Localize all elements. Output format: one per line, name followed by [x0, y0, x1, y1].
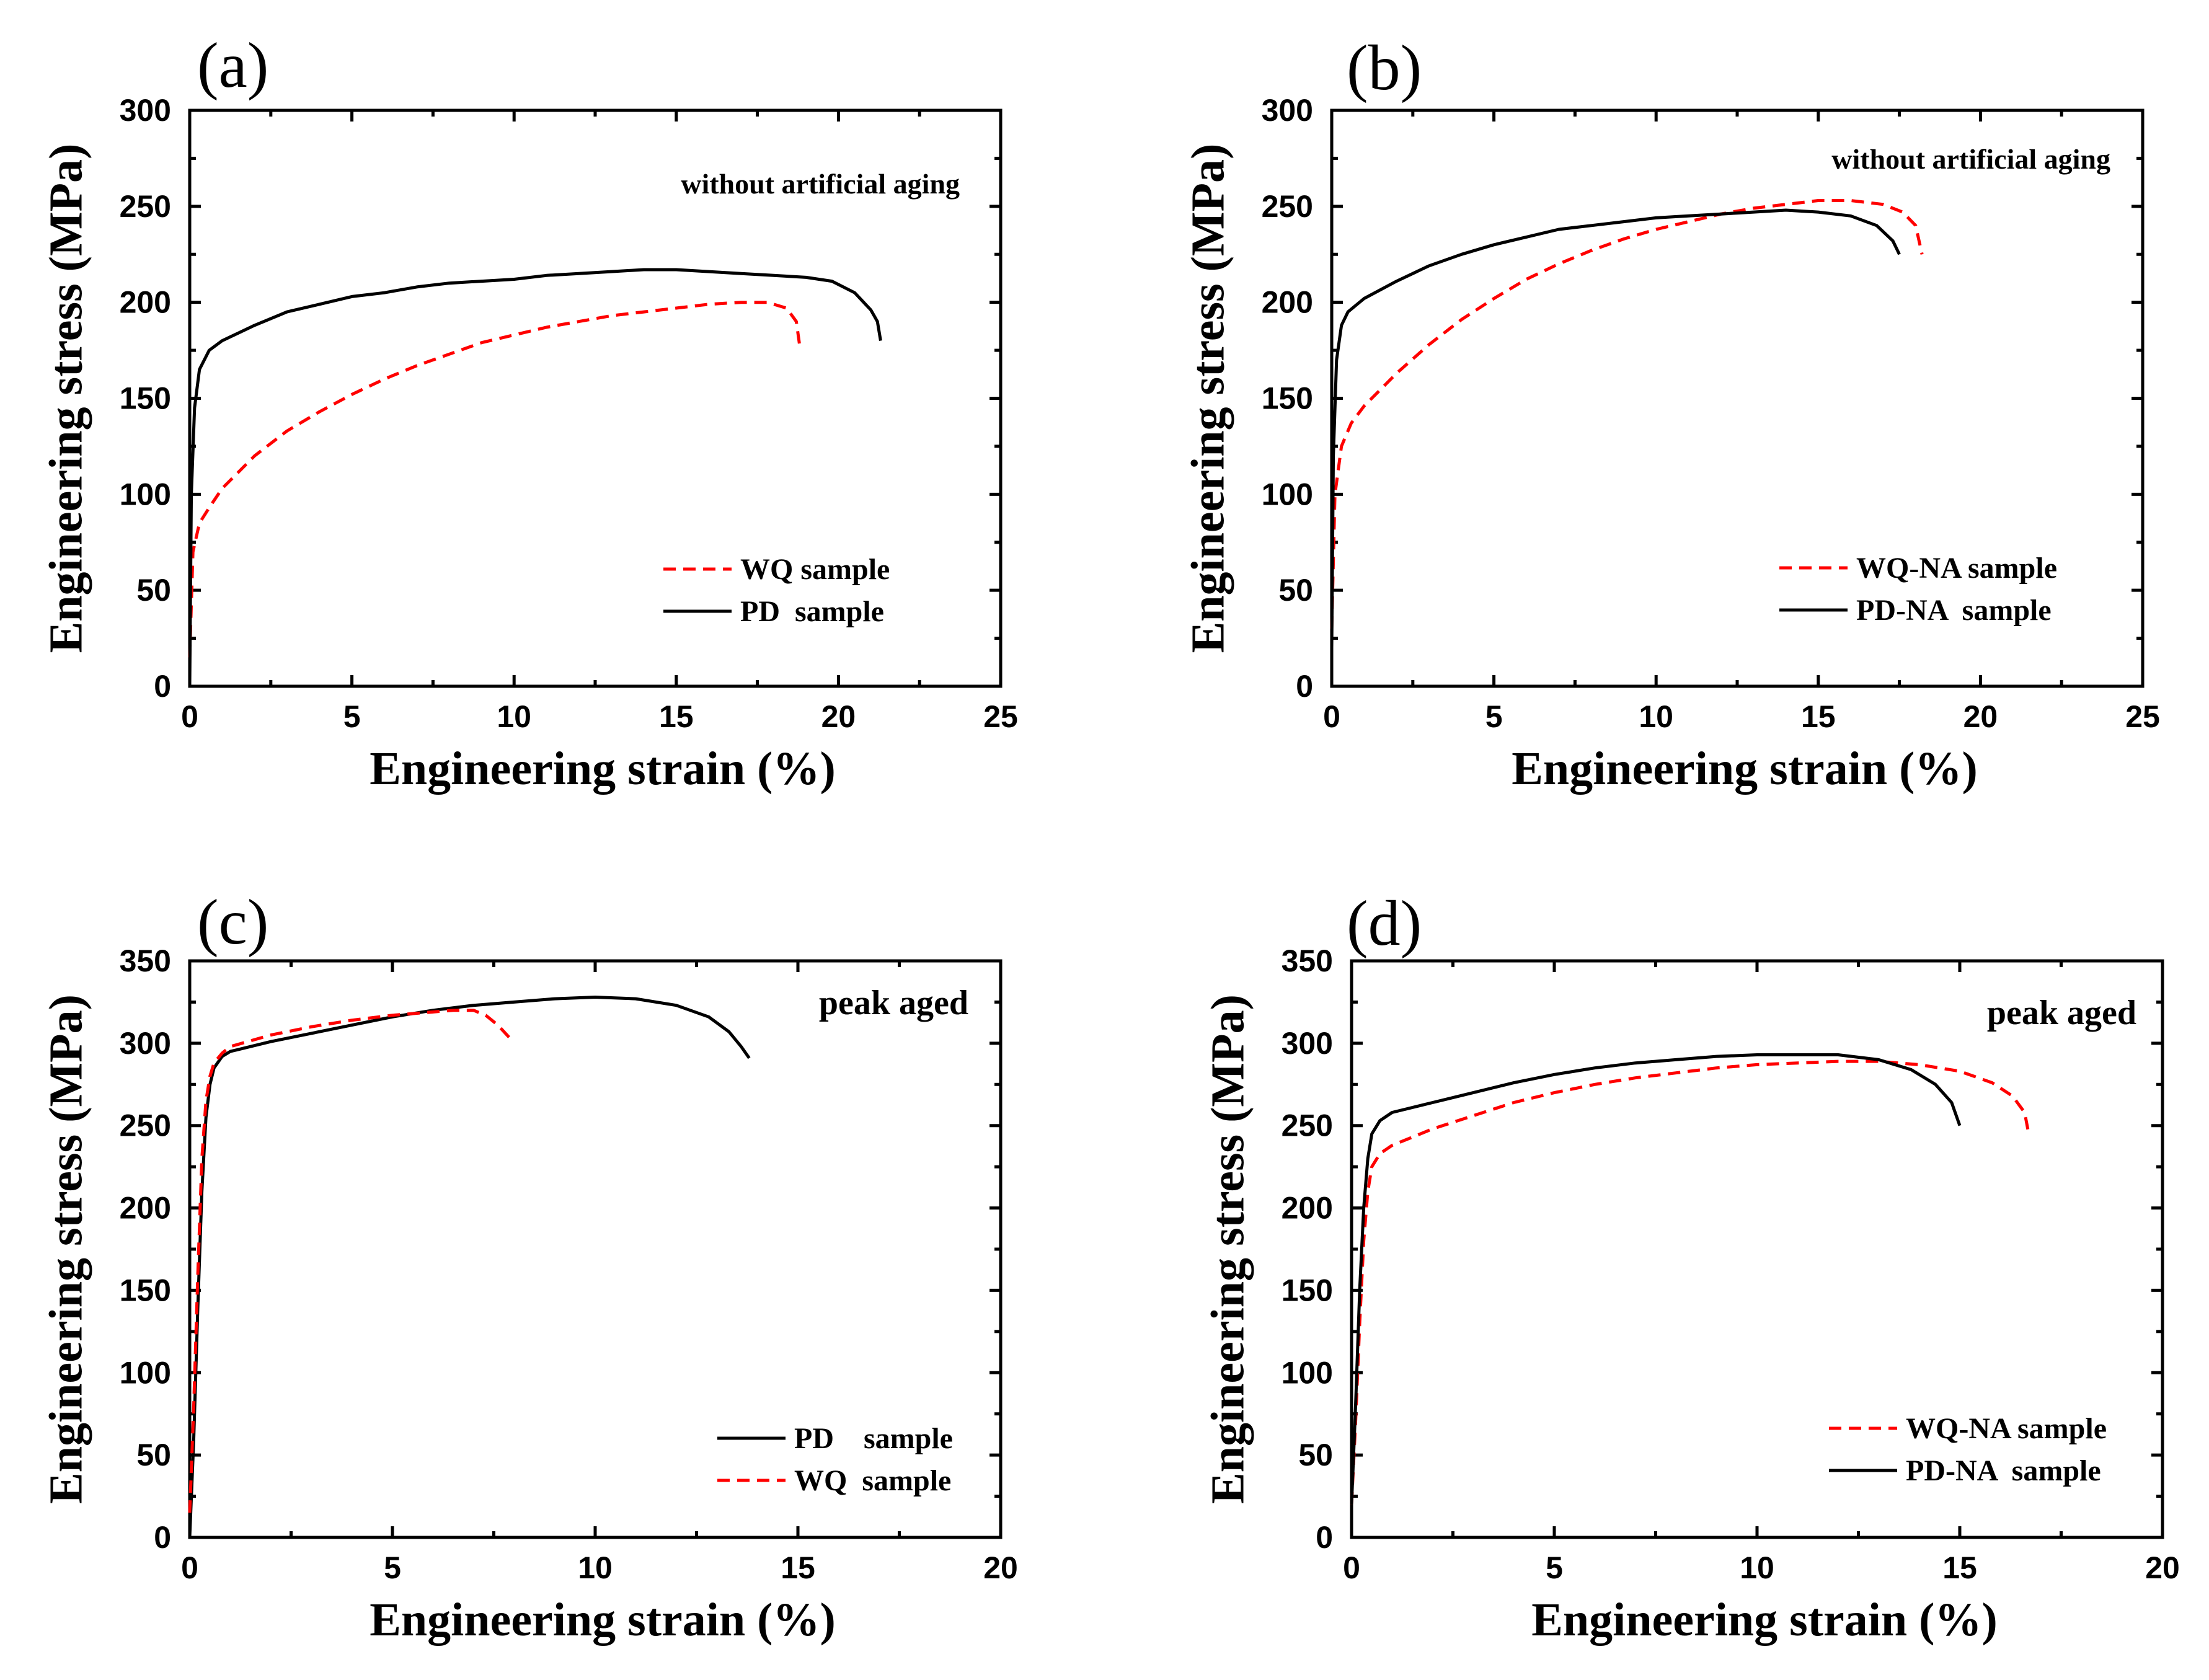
- y-tick-label: 300: [1262, 93, 1313, 128]
- x-tick-label: 5: [343, 699, 361, 734]
- x-tick-label: 25: [983, 699, 1018, 734]
- y-tick-label: 50: [1298, 1438, 1333, 1472]
- series-line-solid: [188, 268, 882, 687]
- y-tick-label: 0: [154, 1520, 171, 1555]
- series-line-solid: [1350, 1053, 1962, 1505]
- x-tick-label: 0: [1323, 699, 1340, 734]
- y-tick-label: 150: [1262, 381, 1313, 416]
- x-tick-label: 15: [1942, 1550, 1977, 1585]
- x-tick-label: 10: [1639, 699, 1673, 734]
- y-tick-label: 50: [136, 1438, 171, 1472]
- y-tick-label: 0: [1316, 1520, 1333, 1555]
- chart-panel-2: (b)0 5 10 15 20 25050100150200250300Engineeri…: [1182, 32, 2159, 795]
- legend-label: WQ sample: [740, 553, 890, 586]
- y-tick-label: 100: [120, 477, 171, 511]
- legend-label: PD sample: [740, 595, 884, 628]
- legend: WQ-NA sample PD-NA sample: [1779, 552, 2057, 627]
- legend: WQ sample PD sample: [663, 553, 890, 628]
- x-tick-label: 20: [1963, 699, 1998, 734]
- y-tick-label: 300: [120, 93, 171, 128]
- x-tick-label: 20: [2145, 1550, 2180, 1585]
- x-tick-label: 10: [578, 1550, 613, 1585]
- chart-panel-3: (c)0 5 10 15 20050100150200250300350Engineer…: [40, 886, 1017, 1646]
- chart-annotation: without artificial aging: [1831, 143, 2110, 175]
- series-line-dashed: [1350, 1059, 2030, 1505]
- x-axis-title: Engineering strain (%): [370, 1594, 836, 1646]
- y-tick-label: 150: [120, 381, 171, 416]
- y-tick-label: 200: [1282, 1191, 1333, 1226]
- legend-label: WQ-NA sample: [1856, 552, 2057, 585]
- series-line-dashed: [188, 301, 802, 658]
- chart-panel-4: (d)0 5 10 15 20050100150200250300350Engineer…: [1202, 888, 2179, 1646]
- y-tick-label: 100: [1282, 1355, 1333, 1390]
- x-tick-label: 5: [1546, 1550, 1563, 1585]
- y-tick-label: 350: [120, 944, 171, 978]
- y-tick-label: 250: [120, 1108, 171, 1143]
- y-tick-label: 150: [1282, 1273, 1333, 1307]
- legend-label: WQ-NA sample: [1906, 1412, 2107, 1445]
- x-tick-label: 20: [821, 699, 856, 734]
- x-tick-label: 10: [1740, 1550, 1774, 1585]
- y-axis-title: Engineering stress (MPa): [1182, 144, 1234, 653]
- y-tick-label: 200: [1262, 285, 1313, 320]
- panel-letter: (c): [197, 886, 268, 958]
- series-line-solid: [1330, 208, 1901, 648]
- y-tick-label: 300: [120, 1026, 171, 1061]
- y-axis-title: Engineering stress (MPa): [40, 144, 92, 653]
- x-axis-title: Engineering strain (%): [1531, 1594, 1998, 1646]
- chart-annotation: peak aged: [1987, 994, 2136, 1032]
- y-axis-title: Engineering stress (MPa): [1202, 994, 1254, 1504]
- y-axis-title: Engineering stress (MPa): [40, 994, 92, 1504]
- panel-letter: (d): [1347, 888, 1422, 959]
- panels: (a)0 5 10 15 20 25050100150200250300Engineeri…: [40, 30, 2179, 1646]
- x-tick-label: 25: [2125, 699, 2160, 734]
- y-tick-label: 200: [120, 285, 171, 320]
- y-tick-label: 250: [1262, 189, 1313, 224]
- y-tick-label: 300: [1282, 1026, 1333, 1061]
- legend-label: PD-NA sample: [1906, 1454, 2101, 1487]
- x-tick-label: 15: [781, 1550, 815, 1585]
- y-tick-label: 250: [1282, 1108, 1333, 1143]
- x-tick-label: 0: [181, 1550, 198, 1585]
- y-tick-label: 100: [1262, 477, 1313, 511]
- x-tick-label: 0: [181, 699, 198, 734]
- y-tick-label: 250: [120, 189, 171, 224]
- legend-label: WQ sample: [794, 1464, 951, 1497]
- series-line-dashed: [188, 1009, 511, 1513]
- x-tick-label: 15: [1801, 699, 1836, 734]
- panel-letter: (b): [1347, 32, 1422, 104]
- x-tick-label: 5: [1485, 699, 1503, 734]
- y-tick-label: 100: [120, 1355, 171, 1390]
- y-tick-label: 50: [1278, 573, 1313, 608]
- legend: WQ-NA sample PD-NA sample: [1829, 1412, 2107, 1487]
- legend: PD sample WQ sample: [717, 1422, 953, 1497]
- x-axis-title: Engineering strain (%): [1512, 743, 1978, 795]
- series-line-dashed: [1330, 199, 1924, 629]
- chart-panel-1: (a)0 5 10 15 20 25050100150200250300Engineeri…: [40, 30, 1017, 795]
- y-tick-label: 200: [120, 1191, 171, 1226]
- legend-label: PD-NA sample: [1856, 594, 2052, 627]
- x-tick-label: 0: [1343, 1550, 1360, 1585]
- y-tick-label: 0: [1296, 669, 1313, 704]
- y-tick-label: 150: [120, 1273, 171, 1307]
- chart-annotation: peak aged: [819, 984, 968, 1022]
- y-tick-label: 0: [154, 669, 171, 704]
- x-tick-label: 20: [983, 1550, 1018, 1585]
- x-axis-title: Engineering strain (%): [370, 743, 836, 795]
- panel-letter: (a): [197, 30, 268, 101]
- y-tick-label: 50: [136, 573, 171, 608]
- y-tick-label: 350: [1282, 944, 1333, 978]
- x-tick-label: 10: [497, 699, 531, 734]
- x-tick-label: 5: [384, 1550, 401, 1585]
- legend-label: PD sample: [794, 1422, 953, 1455]
- chart-annotation: without artificial aging: [681, 168, 960, 200]
- x-tick-label: 15: [659, 699, 694, 734]
